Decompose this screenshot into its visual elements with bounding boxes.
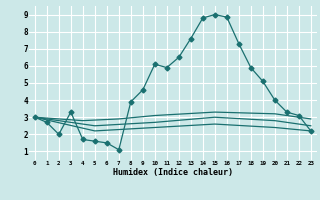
X-axis label: Humidex (Indice chaleur): Humidex (Indice chaleur) — [113, 168, 233, 177]
